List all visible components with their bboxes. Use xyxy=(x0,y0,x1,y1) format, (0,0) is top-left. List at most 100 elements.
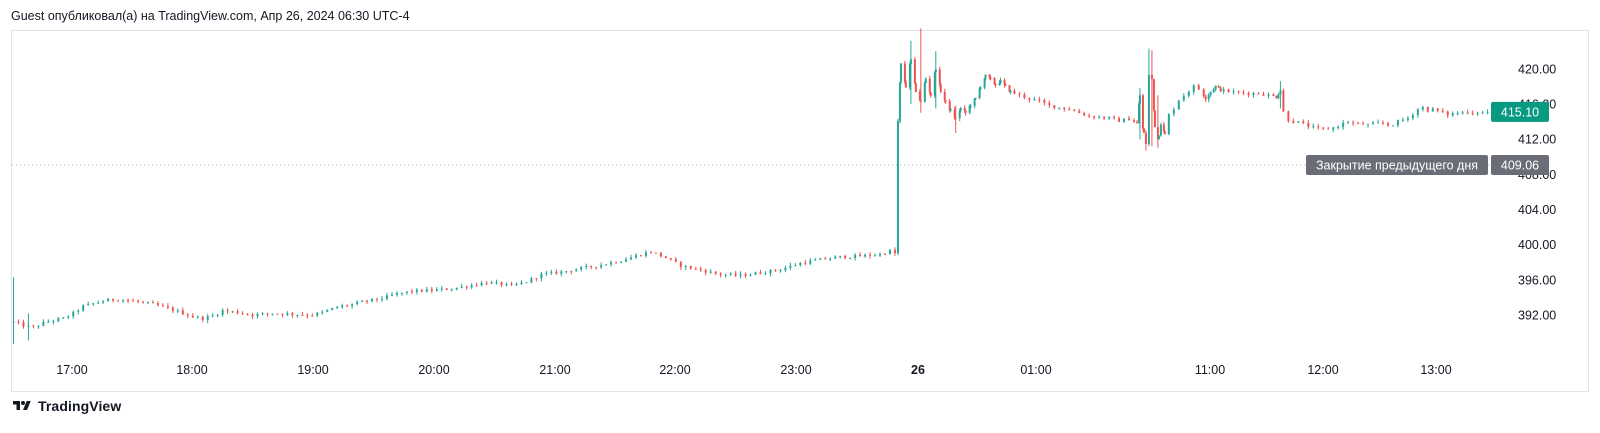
candle-body xyxy=(1028,97,1031,100)
candle-body xyxy=(1257,93,1260,95)
candle xyxy=(1023,92,1026,100)
candle xyxy=(1192,84,1195,95)
candle-body xyxy=(1347,122,1350,124)
candle xyxy=(859,252,862,257)
candle-body xyxy=(1163,131,1166,135)
candle-body xyxy=(784,267,787,271)
candle-body xyxy=(1279,90,1282,95)
candle xyxy=(475,282,478,287)
candle xyxy=(1466,109,1469,115)
candle-body xyxy=(734,273,737,276)
candle xyxy=(1133,118,1135,123)
candle-body xyxy=(132,300,135,302)
candle xyxy=(974,97,977,100)
candle xyxy=(1446,110,1449,118)
footer-branding[interactable]: TradingView xyxy=(11,398,121,414)
candle-body xyxy=(361,300,364,302)
candle-body xyxy=(908,64,911,88)
candle xyxy=(311,313,314,317)
candle xyxy=(102,300,105,304)
candle-body xyxy=(47,321,50,323)
time-axis[interactable]: 17:00 18:00 19:00 20:00 21:00 22:00 23:00 26 01:… xyxy=(56,363,1451,377)
candle xyxy=(659,251,662,258)
candle-body xyxy=(928,78,931,93)
candle-body xyxy=(450,289,453,291)
candle-body xyxy=(540,273,543,279)
candle-body xyxy=(953,109,956,119)
candle-body xyxy=(625,259,628,262)
candle xyxy=(929,92,932,98)
candle-body xyxy=(216,314,219,316)
candle xyxy=(994,82,997,88)
candle xyxy=(575,268,578,272)
candle xyxy=(1242,89,1245,96)
candle-body xyxy=(1297,121,1300,123)
candle-body xyxy=(929,92,932,96)
candle-body xyxy=(1088,115,1091,117)
candle-body xyxy=(903,63,906,83)
candle-body xyxy=(1153,110,1156,128)
candle-body xyxy=(1156,127,1159,140)
candle xyxy=(978,86,981,100)
price-tick-label: 404.00 xyxy=(1518,203,1556,217)
candle xyxy=(1172,107,1175,117)
candle xyxy=(465,285,468,290)
candle xyxy=(635,253,637,259)
candle xyxy=(545,270,548,277)
candle xyxy=(306,313,309,319)
candle-body xyxy=(913,59,916,84)
candle-body xyxy=(1466,112,1469,114)
candle xyxy=(47,319,50,323)
candle xyxy=(1003,78,1006,88)
price-axis[interactable]: 392.00396.00400.00404.00408.00412.00416.… xyxy=(1518,62,1556,322)
candle-body xyxy=(296,314,299,316)
candle-body xyxy=(1209,92,1212,95)
candle-body xyxy=(1018,93,1021,95)
candle xyxy=(749,273,752,277)
candle-body xyxy=(141,301,144,303)
candle-body xyxy=(714,271,717,274)
candle-body xyxy=(944,100,947,102)
candle-body xyxy=(1372,122,1375,125)
candle xyxy=(1262,91,1265,97)
candle xyxy=(316,311,319,318)
candle xyxy=(415,288,418,295)
candle-body xyxy=(659,252,662,257)
candle xyxy=(1267,92,1270,99)
candle xyxy=(1103,115,1106,121)
candle xyxy=(261,312,264,316)
candle-body xyxy=(1103,116,1106,119)
candle-body xyxy=(1317,126,1320,128)
candle-body xyxy=(485,282,488,284)
candle-body xyxy=(630,257,633,260)
time-tick-label: 23:00 xyxy=(780,363,811,377)
candle xyxy=(888,249,891,255)
candle-body xyxy=(17,321,20,323)
candle-body xyxy=(849,257,852,259)
candle-body xyxy=(420,289,423,292)
candle-body xyxy=(67,316,70,318)
candle-body xyxy=(993,78,996,85)
candle xyxy=(356,300,359,306)
candle xyxy=(1277,92,1280,100)
candle-body xyxy=(724,274,727,276)
candle-body xyxy=(989,77,992,79)
candle xyxy=(1406,115,1409,122)
candle xyxy=(67,315,70,320)
candle-body xyxy=(1237,91,1240,93)
candle xyxy=(923,81,926,103)
candle-body xyxy=(206,316,209,321)
candle xyxy=(216,313,219,318)
candle xyxy=(122,299,125,304)
candle xyxy=(141,300,144,304)
candle-body xyxy=(495,282,498,284)
chart-panel[interactable] xyxy=(11,30,1589,392)
candle xyxy=(520,280,523,285)
candle xyxy=(1297,121,1300,124)
candle-body xyxy=(1247,93,1250,95)
candle-body xyxy=(1262,94,1265,96)
candle xyxy=(1411,113,1414,121)
candle xyxy=(689,265,692,270)
candle xyxy=(555,269,558,275)
